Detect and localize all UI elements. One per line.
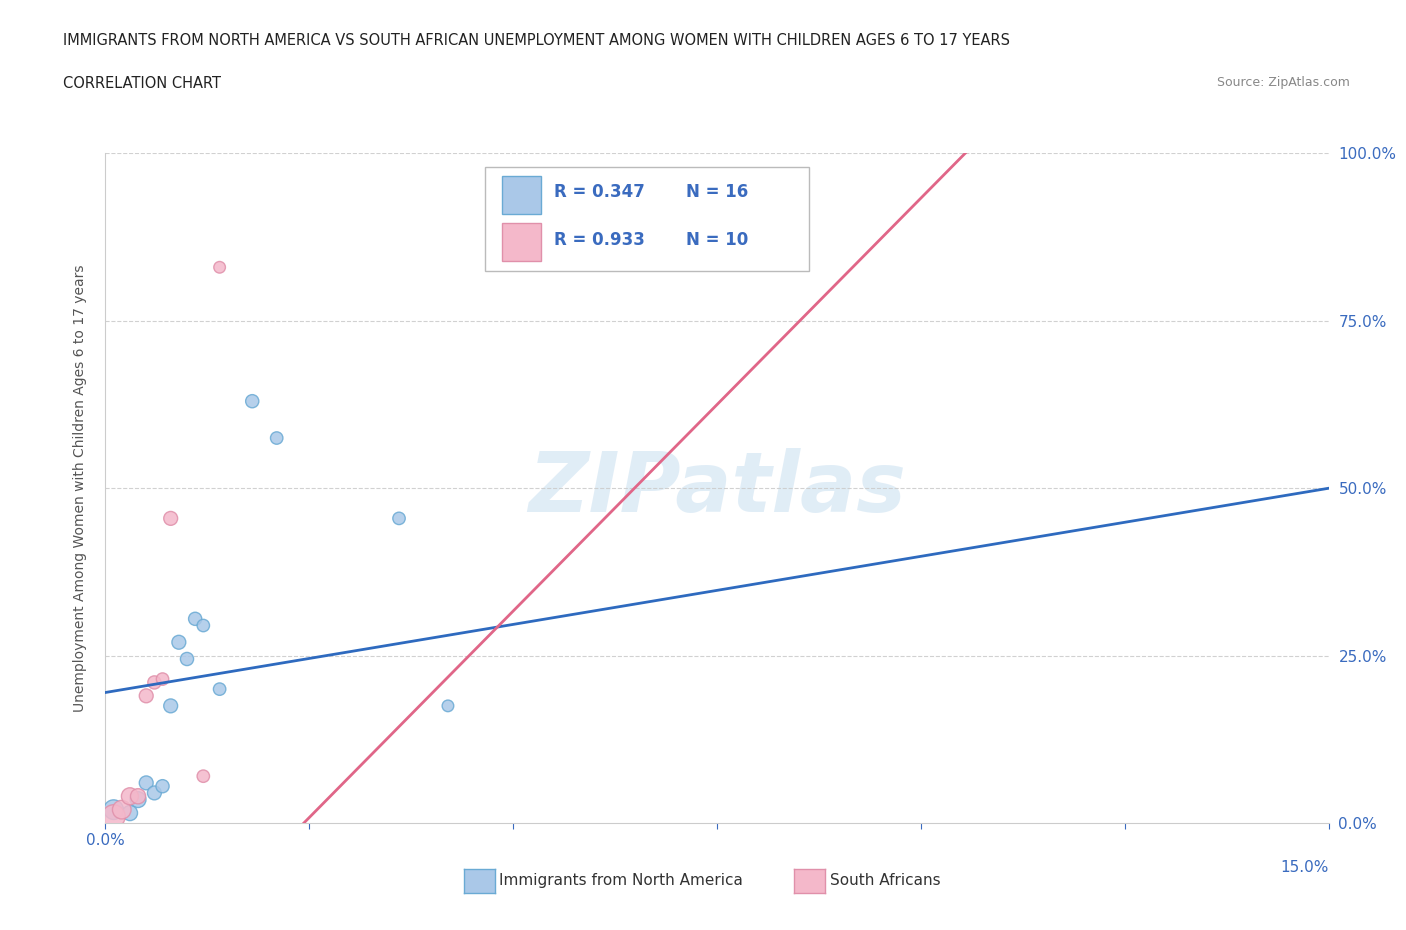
Point <box>111 803 134 817</box>
Text: N = 16: N = 16 <box>686 182 749 201</box>
Point <box>193 769 215 784</box>
Text: Immigrants from North America: Immigrants from North America <box>499 873 742 888</box>
Point <box>159 698 181 713</box>
Point <box>143 786 166 801</box>
Text: R = 0.933: R = 0.933 <box>554 232 645 249</box>
Text: R = 0.347: R = 0.347 <box>554 182 645 201</box>
FancyBboxPatch shape <box>485 166 808 271</box>
Point <box>152 671 174 686</box>
Text: 15.0%: 15.0% <box>1281 860 1329 875</box>
FancyBboxPatch shape <box>502 176 541 215</box>
Point <box>208 682 231 697</box>
Point <box>127 789 149 804</box>
FancyBboxPatch shape <box>502 223 541 261</box>
Text: South Africans: South Africans <box>830 873 941 888</box>
Text: IMMIGRANTS FROM NORTH AMERICA VS SOUTH AFRICAN UNEMPLOYMENT AMONG WOMEN WITH CHI: IMMIGRANTS FROM NORTH AMERICA VS SOUTH A… <box>63 33 1011 47</box>
Point <box>437 698 460 713</box>
Text: N = 10: N = 10 <box>686 232 749 249</box>
Text: ZIPatlas: ZIPatlas <box>529 447 905 529</box>
Point <box>388 511 411 525</box>
Point <box>208 259 231 274</box>
Point <box>240 393 263 408</box>
Y-axis label: Unemployment Among Women with Children Ages 6 to 17 years: Unemployment Among Women with Children A… <box>73 264 87 712</box>
Point <box>143 675 166 690</box>
Point <box>135 688 157 703</box>
Point <box>176 652 198 667</box>
Point <box>167 635 190 650</box>
Point <box>266 431 288 445</box>
Point <box>118 805 141 820</box>
Point <box>103 803 125 817</box>
Point <box>152 778 174 793</box>
Point <box>135 776 157 790</box>
Point <box>103 809 125 824</box>
Text: Source: ZipAtlas.com: Source: ZipAtlas.com <box>1216 76 1350 89</box>
Point <box>159 511 181 525</box>
Point <box>127 792 149 807</box>
Text: CORRELATION CHART: CORRELATION CHART <box>63 76 221 91</box>
Point <box>193 618 215 633</box>
Point <box>184 611 207 626</box>
Point <box>118 789 141 804</box>
